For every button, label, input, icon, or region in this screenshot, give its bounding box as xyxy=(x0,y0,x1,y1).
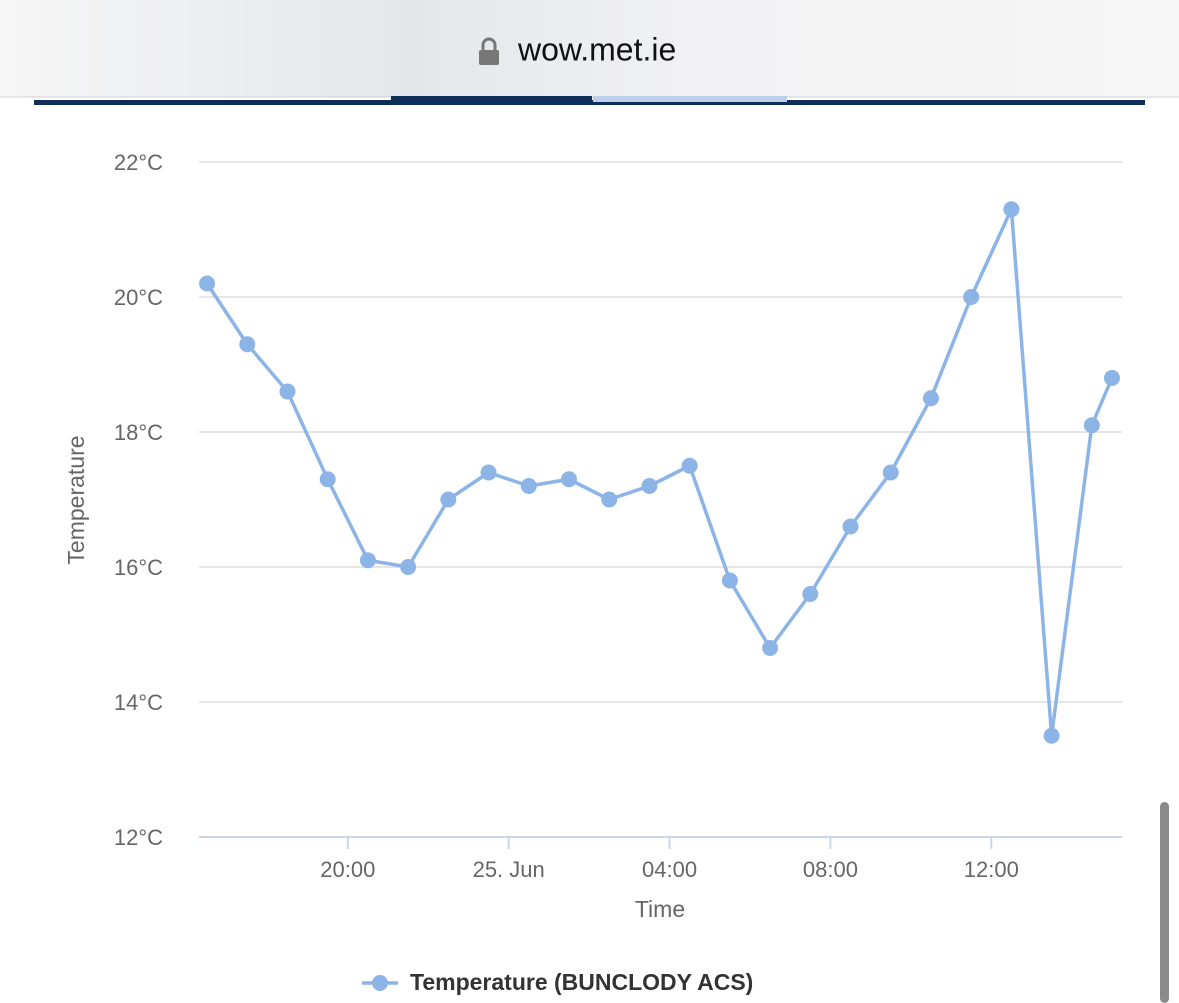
x-tick-label: 12:00 xyxy=(964,857,1019,882)
point xyxy=(520,478,537,494)
x-tick-label: 04:00 xyxy=(642,857,697,882)
y-tick-label: 14°C xyxy=(114,690,163,715)
y-tick-label: 16°C xyxy=(114,555,163,580)
point xyxy=(802,586,819,602)
x-tick-label: 20:00 xyxy=(320,857,375,882)
y-tick-label: 22°C xyxy=(114,150,163,175)
y-tick-label: 12°C xyxy=(114,825,163,850)
x-tick-label: 25. Jun xyxy=(473,857,545,882)
point xyxy=(440,491,457,508)
point xyxy=(1043,727,1060,744)
point xyxy=(279,383,296,400)
nav-line xyxy=(34,100,1145,105)
scrollbar[interactable] xyxy=(1160,802,1169,1003)
point xyxy=(1103,370,1120,386)
point xyxy=(319,471,336,488)
point xyxy=(721,572,738,589)
series-line xyxy=(205,207,1114,738)
point xyxy=(882,464,899,481)
point xyxy=(561,471,578,488)
url[interactable]: wow.met.ie xyxy=(517,31,676,67)
chart: Time Temperature 12°C 14°C 16°C 18°C 20°C 22°… xyxy=(63,150,1122,995)
y-axis-title: Temperature xyxy=(63,435,89,564)
point xyxy=(963,289,980,305)
point xyxy=(199,275,216,292)
point xyxy=(681,457,698,474)
point xyxy=(762,640,779,656)
point xyxy=(480,464,497,481)
point xyxy=(239,336,256,353)
legend-marker xyxy=(372,975,388,991)
point xyxy=(400,559,417,575)
y-tick-label: 18°C xyxy=(114,420,163,445)
y-tick-label: 20°C xyxy=(114,285,163,310)
point xyxy=(922,390,939,407)
nav-tab[interactable] xyxy=(593,96,787,102)
point xyxy=(842,518,859,535)
point xyxy=(601,491,618,508)
legend-label[interactable]: Temperature (BUNCLODY ACS) xyxy=(410,969,753,995)
point xyxy=(641,478,658,494)
x-axis-title: Time xyxy=(635,896,685,922)
lock-icon xyxy=(479,37,499,65)
point xyxy=(359,552,376,569)
browser-bar xyxy=(0,0,1179,97)
point xyxy=(1083,417,1100,434)
nav-tab-active[interactable] xyxy=(391,96,592,102)
point xyxy=(1003,201,1020,218)
x-tick-label: 08:00 xyxy=(803,857,858,882)
